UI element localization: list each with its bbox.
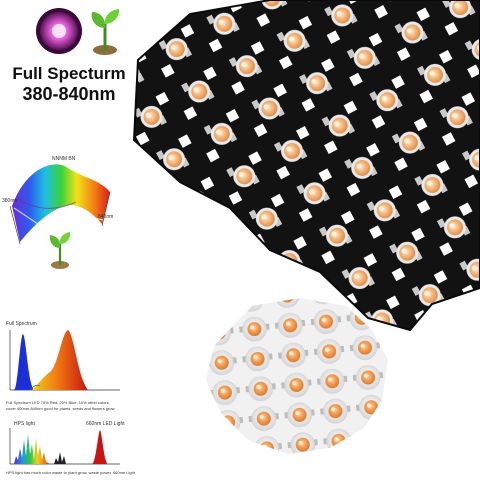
sprout-icon — [91, 9, 120, 55]
arc-right-label: 840nm — [98, 214, 114, 220]
pink-led-icon — [36, 8, 82, 54]
panel-bottom-caption: HPS light has much color waste to plant … — [6, 470, 135, 475]
panel-bottom-right-title: 660nm LED Light — [86, 421, 125, 427]
headline-range: 380-840nm — [22, 84, 116, 104]
hps-vs-660-chart — [9, 428, 120, 465]
arc-left-label: 380nm — [2, 198, 18, 204]
panel-bottom-left-title: HPS light — [14, 421, 35, 427]
full-spectrum-curve-chart — [9, 330, 120, 391]
spectrum-arc-graphic — [9, 164, 111, 245]
panel-top-title: Full Spectrum — [6, 321, 37, 327]
sprout-icon-small — [49, 232, 71, 269]
panel-top-caption-1: Full Spectrum LED 70% Red, 20% Blue, 10%… — [6, 400, 109, 405]
loose-led-chips-photo — [206, 298, 388, 454]
arc-top-label: NNNM BN — [52, 156, 76, 162]
panel-top-caption-2: cover 400nm-840nm good for plants, seeds… — [6, 406, 115, 411]
headline-title: Full Specturm — [12, 64, 126, 83]
led-star-board-photo — [132, 0, 480, 332]
